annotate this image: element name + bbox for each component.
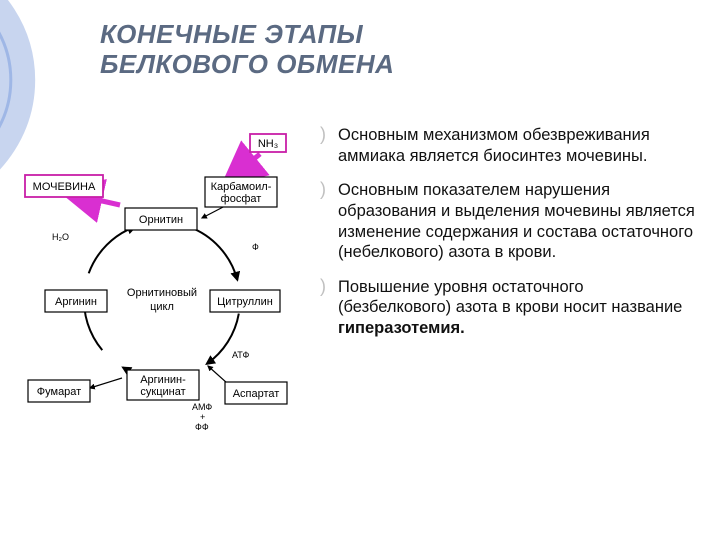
title-line1: КОНЕЧНЫЕ ЭТАПЫ (100, 19, 363, 49)
svg-text:МОЧЕВИНА: МОЧЕВИНА (33, 181, 96, 193)
svg-text:Орнитин: Орнитин (139, 214, 183, 226)
svg-text:ФФ: ФФ (195, 422, 209, 432)
svg-text:Цитруллин: Цитруллин (217, 296, 273, 308)
bullet-prefix: Повышение уровня остаточного (безбелково… (338, 278, 682, 317)
bullet-text: Основным показателем нарушения образован… (338, 180, 700, 263)
svg-text:NH₃: NH₃ (258, 138, 278, 150)
bullet-list: ) Основным механизмом обезвреживания амм… (320, 125, 700, 353)
svg-text:Карбамоил-: Карбамоил- (211, 181, 272, 193)
svg-text:Аргинин-: Аргинин- (140, 374, 186, 386)
center-label-1: Орнитиновый (127, 287, 197, 299)
svg-text:фосфат: фосфат (221, 193, 262, 205)
svg-text:Фумарат: Фумарат (37, 386, 81, 398)
svg-text:H₂O: H₂O (52, 232, 69, 242)
title-line2: БЕЛКОВОГО ОБМЕНА (100, 49, 394, 79)
bullet-text: Повышение уровня остаточного (безбелково… (338, 277, 700, 339)
svg-text:Аспартат: Аспартат (233, 388, 280, 400)
bullet-marker: ) (320, 125, 338, 166)
bullet-marker: ) (320, 180, 338, 263)
svg-text:АТФ: АТФ (232, 350, 249, 360)
extra-labels: АМФ+ФФ (192, 402, 212, 432)
svg-text:Аргинин: Аргинин (55, 296, 97, 308)
list-item: ) Основным механизмом обезвреживания амм… (320, 125, 700, 166)
list-item: ) Повышение уровня остаточного (безбелко… (320, 277, 700, 339)
bullet-text: Основным механизмом обезвреживания аммиа… (338, 125, 700, 166)
ornithine-cycle-diagram: Ф АТФ H₂O Орнитиновый цикл Орнитин Карбамои… (10, 120, 320, 460)
page-title: КОНЕЧНЫЕ ЭТАПЫ БЕЛКОВОГО ОБМЕНА (100, 20, 394, 80)
bullet-bold: гиперазотемия. (338, 319, 465, 337)
svg-text:сукцинат: сукцинат (140, 386, 185, 398)
svg-text:АМФ: АМФ (192, 402, 212, 412)
cycle-nodes: Орнитин Карбамоил-фосфат NH₃ МОЧЕВИНА Цитрул… (25, 134, 287, 404)
svg-text:+: + (200, 412, 205, 422)
svg-text:Ф: Ф (252, 242, 259, 252)
center-label-2: цикл (150, 301, 174, 313)
list-item: ) Основным показателем нарушения образов… (320, 180, 700, 263)
bullet-marker: ) (320, 277, 338, 339)
